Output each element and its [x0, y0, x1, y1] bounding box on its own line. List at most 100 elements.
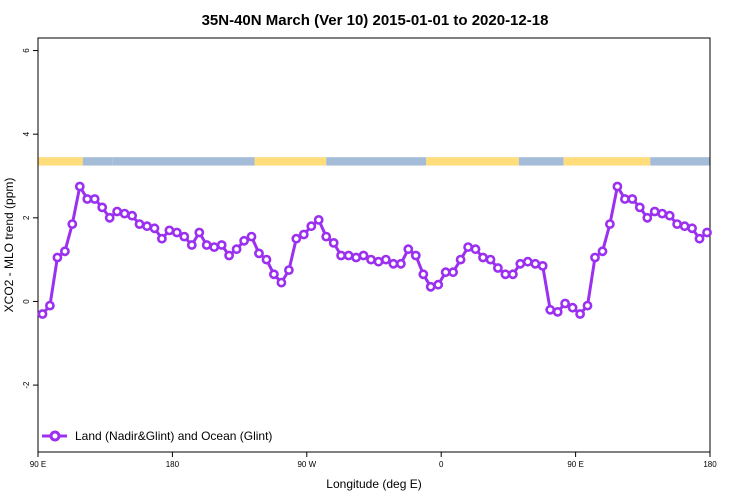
data-point	[60, 246, 70, 257]
chart-title: 35N-40N March (Ver 10) 2015-01-01 to 202…	[202, 12, 549, 29]
data-point	[328, 237, 339, 248]
data-point	[112, 206, 122, 217]
data-point	[336, 250, 346, 261]
band-segment-ocean	[326, 157, 427, 166]
band-segment-ocean	[82, 157, 113, 166]
band-segment-ocean	[650, 157, 710, 166]
data-point	[45, 300, 55, 311]
data-point	[186, 240, 197, 250]
data-point	[164, 225, 175, 236]
data-point	[410, 250, 421, 261]
series-line	[41, 185, 708, 316]
data-point	[694, 233, 705, 244]
x-tick-label: 90 E	[30, 460, 46, 469]
data-point	[649, 206, 660, 217]
data-point	[142, 221, 152, 232]
band-segment-land	[254, 157, 327, 166]
data-point	[657, 208, 668, 219]
y-axis-ticks: -2 0 2 4 6	[22, 48, 38, 389]
data-point	[74, 181, 85, 192]
data-point	[664, 210, 675, 221]
data-point	[67, 219, 78, 229]
data-point	[492, 263, 503, 273]
data-point	[149, 223, 160, 234]
data-point	[388, 258, 399, 269]
x-tick-label: 180	[166, 460, 180, 469]
data-point	[433, 279, 444, 290]
series-land-ocean	[37, 181, 712, 319]
data-point	[515, 258, 526, 269]
data-point	[634, 202, 645, 213]
data-point	[612, 181, 623, 192]
data-point	[313, 214, 324, 225]
data-point	[179, 231, 190, 242]
data-point	[119, 208, 130, 219]
data-point	[508, 269, 518, 280]
data-point	[104, 212, 115, 223]
data-point	[134, 219, 145, 229]
data-point	[455, 254, 466, 265]
data-point	[552, 306, 563, 317]
data-point	[171, 227, 182, 238]
data-point	[156, 233, 167, 244]
data-point	[254, 248, 264, 259]
y-axis-label: XCO2 - MLO trend (ppm)	[2, 178, 16, 313]
y-tick-label: -2	[22, 381, 31, 389]
data-point	[702, 227, 712, 238]
data-point	[358, 250, 369, 261]
data-point	[351, 252, 361, 263]
x-tick-label: 90 W	[297, 460, 316, 469]
data-point	[575, 309, 585, 319]
data-point	[261, 254, 272, 265]
data-point	[448, 267, 458, 278]
y-tick-label: 4	[22, 131, 31, 136]
band-segment-ocean	[518, 157, 564, 166]
y-tick-label: 0	[22, 299, 31, 304]
data-point	[627, 194, 638, 204]
band-segment-ocean	[112, 157, 255, 166]
data-point	[194, 227, 205, 238]
x-axis-ticks: 90 E 180 90 W 0 90 E 180	[30, 452, 717, 469]
data-point	[605, 219, 615, 229]
data-point	[89, 194, 100, 204]
legend: Land (Nadir&Glint) and Ocean (Glint)	[42, 429, 272, 443]
data-point	[522, 256, 533, 267]
y-tick-label: 2	[22, 215, 31, 220]
data-point	[500, 269, 511, 280]
data-point	[485, 254, 496, 265]
data-point	[366, 254, 376, 265]
data-point	[343, 250, 354, 261]
legend-entry: Land (Nadir&Glint) and Ocean (Glint)	[75, 429, 272, 443]
data-point	[201, 240, 212, 250]
data-point	[597, 246, 608, 257]
data-point	[582, 300, 593, 311]
band-segment-land	[426, 157, 519, 166]
data-point	[37, 309, 48, 319]
data-point	[224, 250, 234, 261]
data-point	[231, 244, 242, 255]
data-point	[478, 252, 488, 263]
legend-marker	[49, 430, 61, 442]
data-point	[545, 304, 556, 315]
data-point	[403, 244, 414, 255]
data-point	[268, 269, 279, 280]
data-point	[246, 231, 257, 242]
x-axis-label: Longitude (deg E)	[326, 477, 421, 491]
band-segment-land	[38, 157, 83, 166]
data-point	[672, 219, 682, 229]
data-point	[380, 254, 391, 265]
data-point	[97, 202, 108, 213]
data-point	[306, 221, 317, 232]
data-point	[209, 242, 220, 252]
data-point	[127, 210, 137, 221]
data-point	[560, 298, 570, 309]
data-point	[291, 233, 302, 244]
data-point	[321, 231, 332, 242]
band-segment-land	[563, 157, 651, 166]
data-point	[216, 240, 227, 250]
x-tick-label: 180	[703, 460, 717, 469]
data-point	[590, 252, 600, 263]
data-point	[687, 223, 697, 234]
x-tick-label: 0	[439, 460, 444, 469]
